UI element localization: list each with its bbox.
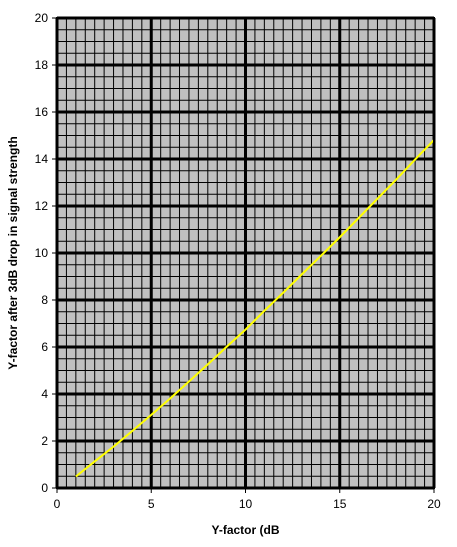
y-axis-title: Y-factor after 3dB drop in signal streng… — [6, 136, 20, 369]
x-tick-label: 20 — [427, 497, 441, 511]
y-tick-label: 12 — [35, 199, 49, 213]
y-tick-label: 10 — [35, 246, 49, 260]
x-tick-label: 10 — [239, 497, 253, 511]
y-tick-label: 16 — [35, 105, 49, 119]
y-tick-label: 20 — [35, 11, 49, 25]
y-tick-label: 18 — [35, 58, 49, 72]
series-line — [75, 139, 435, 478]
x-tick-label: 0 — [54, 497, 61, 511]
y-tick-label: 6 — [41, 340, 48, 354]
y-axis-ticks: 0 2 4 6 8 10 12 14 16 18 20 — [35, 11, 57, 495]
y-tick-label: 8 — [41, 293, 48, 307]
x-tick-label: 15 — [333, 497, 347, 511]
y-tick-label: 0 — [41, 481, 48, 495]
series-layer — [75, 139, 435, 478]
y-tick-label: 2 — [41, 434, 48, 448]
y-tick-label: 14 — [35, 152, 49, 166]
y-tick-label: 4 — [41, 387, 48, 401]
x-axis-title: Y-factor (dB — [211, 523, 279, 537]
x-axis-ticks: 0 5 10 15 20 — [54, 488, 441, 511]
x-tick-label: 5 — [148, 497, 155, 511]
